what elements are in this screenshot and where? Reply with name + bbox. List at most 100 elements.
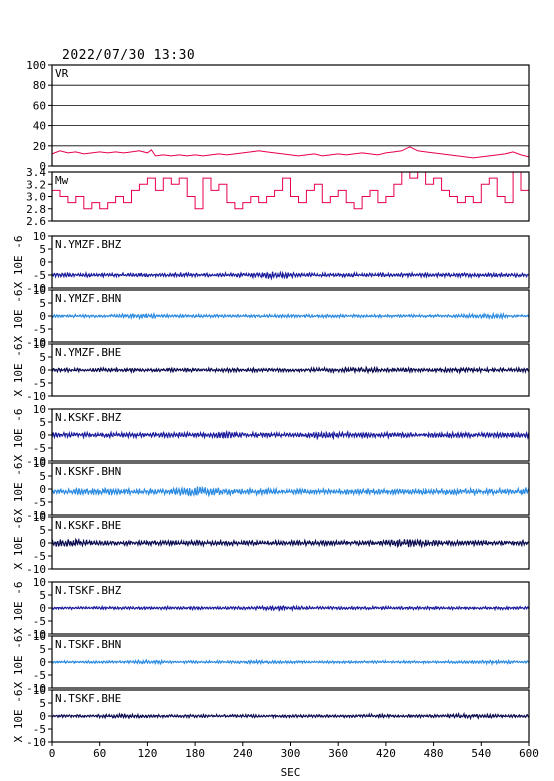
waveform-trace	[51, 485, 530, 498]
panel-frame	[51, 516, 530, 570]
y-tick-label: -5	[33, 550, 46, 563]
y-tick-label: -10	[26, 736, 46, 749]
y-axis-label: X 10E -6	[12, 409, 25, 462]
y-tick-label: 5	[39, 589, 46, 602]
panel-frame	[51, 635, 530, 689]
x-axis-label: SEC	[281, 766, 301, 779]
panel-label: N.YMZF.BHN	[55, 292, 121, 305]
y-tick-label: -5	[33, 615, 46, 628]
y-tick-label: 60	[33, 99, 46, 112]
y-tick-label: -10	[26, 563, 46, 576]
y-tick-label: 0	[39, 656, 46, 669]
y-tick-label: 3.0	[26, 191, 46, 204]
y-tick-label: -10	[26, 282, 46, 295]
y-tick-label: -5	[33, 323, 46, 336]
y-tick-label: 0	[39, 364, 46, 377]
y-tick-label: 0	[39, 483, 46, 496]
y-tick-label: 10	[33, 284, 46, 297]
y-tick-label: 10	[33, 630, 46, 643]
y-tick-label: 10	[33, 511, 46, 524]
y-tick-label: -10	[26, 628, 46, 641]
panel-frame	[51, 462, 530, 516]
y-tick-label: 20	[33, 140, 46, 153]
y-tick-label: -10	[26, 455, 46, 468]
panel-label: N.YMZF.BHE	[55, 346, 121, 359]
y-axis-label: X 10E -6	[12, 517, 25, 570]
y-tick-label: -10	[26, 390, 46, 403]
y-tick-label: 10	[33, 457, 46, 470]
series-line	[52, 171, 530, 210]
y-tick-label: 5	[39, 524, 46, 537]
waveform-trace	[51, 365, 530, 375]
y-tick-label: 40	[33, 120, 46, 133]
y-tick-label: 3.2	[26, 178, 46, 191]
y-tick-label: -10	[26, 336, 46, 349]
y-tick-label: 5	[39, 243, 46, 256]
waveform-trace	[51, 311, 530, 321]
y-tick-label: 10	[33, 230, 46, 243]
x-tick-label: 240	[233, 747, 253, 760]
panel-label: N.KSKF.BHN	[55, 465, 121, 478]
y-tick-label: 5	[39, 297, 46, 310]
x-tick-label: 540	[471, 747, 491, 760]
panel-label: N.TSKF.BHZ	[55, 584, 122, 597]
panel-label: N.TSKF.BHN	[55, 638, 121, 651]
y-tick-label: -5	[33, 269, 46, 282]
waveform-trace	[51, 537, 530, 549]
y-tick-label: 10	[33, 576, 46, 589]
x-tick-label: 420	[376, 747, 396, 760]
y-tick-label: 2.8	[26, 203, 46, 216]
y-tick-label: 0	[39, 429, 46, 442]
waveform-trace	[52, 711, 530, 721]
y-tick-label: 0	[39, 602, 46, 615]
y-tick-label: 5	[39, 351, 46, 364]
x-tick-label: 480	[424, 747, 444, 760]
panel-frame	[51, 235, 530, 289]
panel-frame	[51, 64, 530, 167]
y-tick-label: 10	[33, 403, 46, 416]
y-tick-label: 0	[39, 537, 46, 550]
y-tick-label: 5	[39, 470, 46, 483]
x-tick-label: 360	[328, 747, 348, 760]
y-tick-label: -5	[33, 377, 46, 390]
panel-label: VR	[55, 67, 69, 80]
y-axis-label: X 10E -6	[12, 463, 25, 516]
x-tick-label: 120	[137, 747, 157, 760]
panel-label: Mw	[55, 174, 69, 187]
panel-label: N.KSKF.BHZ	[55, 411, 122, 424]
y-tick-label: 5	[39, 697, 46, 710]
panel-frame	[51, 408, 530, 462]
panel-frame	[51, 171, 530, 222]
plot-title: 2022/07/30 13:30	[62, 48, 196, 63]
y-tick-label: -5	[33, 442, 46, 455]
x-tick-label: 300	[281, 747, 301, 760]
panel-label: N.KSKF.BHE	[55, 519, 121, 532]
y-tick-label: 3.4	[26, 166, 46, 179]
y-tick-label: -10	[26, 509, 46, 522]
y-tick-label: 2.6	[26, 215, 46, 228]
panel-frame	[51, 343, 530, 397]
y-axis-label: X 10E -6	[12, 582, 25, 635]
y-tick-label: -5	[33, 669, 46, 682]
y-tick-label: 0	[39, 310, 46, 323]
panel-label: N.TSKF.BHE	[55, 692, 121, 705]
panel-label: N.YMZF.BHZ	[55, 238, 122, 251]
y-tick-label: -10	[26, 682, 46, 695]
y-tick-label: 100	[26, 59, 46, 72]
y-axis-label: X 10E -6	[12, 636, 25, 689]
waveform-trace	[51, 270, 530, 281]
x-tick-label: 60	[93, 747, 106, 760]
y-tick-label: -5	[33, 723, 46, 736]
y-tick-label: 80	[33, 79, 46, 92]
y-tick-label: 5	[39, 643, 46, 656]
y-tick-label: 10	[33, 684, 46, 697]
panel-frame	[51, 289, 530, 343]
waveform-trace	[51, 429, 530, 441]
y-tick-label: 0	[39, 160, 46, 173]
panel-frame	[51, 581, 530, 635]
y-axis-label: X 10E -6	[12, 344, 25, 397]
x-tick-label: 0	[49, 747, 56, 760]
y-tick-label: -5	[33, 496, 46, 509]
y-tick-label: 0	[39, 710, 46, 723]
